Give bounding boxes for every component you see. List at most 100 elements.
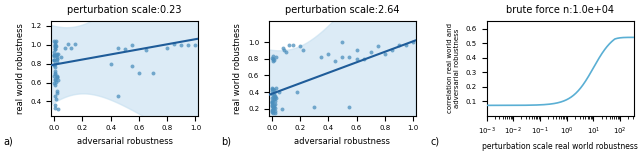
Point [120,47,130,50]
Text: c): c) [430,136,439,146]
Point [337,41,348,43]
Point [271,56,281,58]
X-axis label: adversarial robustness: adversarial robustness [294,137,390,146]
Point [51,98,61,100]
Title: perturbation scale:0.23: perturbation scale:0.23 [67,5,182,15]
Point [269,58,279,61]
Point [52,79,63,81]
Point [52,108,63,110]
Point [267,92,277,95]
Point [269,92,279,94]
Point [50,46,60,49]
Point [134,72,144,74]
Point [284,43,294,46]
Point [269,93,279,96]
Point [267,57,277,59]
Point [344,56,355,58]
Point [267,109,277,112]
Point [268,106,278,108]
Point [190,44,200,46]
Point [49,82,60,84]
Point [51,103,61,106]
Point [148,72,158,74]
Point [51,54,61,57]
Y-axis label: correlation real world and
adversarial robustness: correlation real world and adversarial r… [447,23,460,113]
Point [269,103,280,105]
Point [49,63,60,66]
Point [288,44,298,47]
Point [270,95,280,97]
Point [267,97,277,100]
Text: b): b) [221,136,231,146]
Point [49,45,60,47]
Point [51,81,61,83]
Point [268,88,278,91]
Point [49,75,60,77]
Point [269,112,280,114]
Point [267,108,277,111]
Point [268,58,278,60]
Point [270,110,280,112]
Point [113,95,123,97]
Point [351,58,362,60]
Point [176,44,186,46]
Point [50,94,60,97]
Point [50,73,60,75]
Point [394,43,404,46]
Point [269,96,280,98]
Point [380,53,390,55]
Point [49,59,59,61]
Point [169,43,179,45]
Point [269,98,280,100]
Point [268,104,278,106]
Point [309,106,319,108]
Point [274,91,284,93]
Point [268,106,278,108]
Title: perturbation scale:2.64: perturbation scale:2.64 [285,5,399,15]
Point [268,96,278,98]
Text: a): a) [3,136,13,146]
Point [351,49,362,52]
Point [337,56,348,58]
Point [268,111,278,114]
Point [51,66,61,68]
Point [344,106,355,108]
Point [323,53,333,55]
Point [49,40,60,43]
Point [298,49,308,52]
Point [106,62,116,65]
Point [50,40,60,43]
Point [268,105,278,107]
Point [358,58,369,60]
Point [50,107,60,109]
Point [267,87,277,90]
Point [269,104,279,106]
Point [292,91,302,93]
Point [281,51,291,53]
Point [52,58,62,60]
Y-axis label: real world robustness: real world robustness [15,23,25,114]
Point [49,64,60,66]
Point [49,54,60,56]
Point [269,98,279,100]
Point [52,55,63,58]
Point [49,62,60,65]
Point [271,97,281,99]
Point [52,52,62,55]
Point [269,88,279,91]
Point [279,49,289,52]
Point [51,54,61,57]
Point [50,77,60,80]
Point [51,40,61,42]
Point [49,50,59,53]
Point [70,43,81,45]
Point [50,72,60,74]
Point [267,101,277,103]
Point [267,102,277,104]
Point [183,44,193,46]
Point [127,64,137,67]
Point [141,48,151,51]
Point [268,108,278,110]
Point [316,56,326,58]
Point [268,111,278,114]
